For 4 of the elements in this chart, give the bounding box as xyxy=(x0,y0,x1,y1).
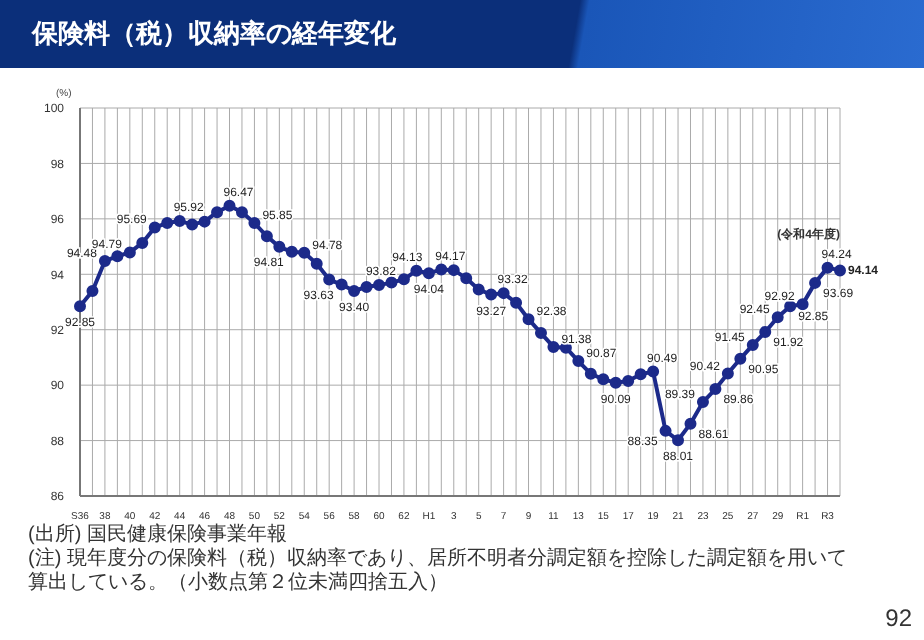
chart-title: 保険料（税）収納率の経年変化 xyxy=(0,0,924,68)
text: 92 xyxy=(885,604,912,632)
text: (出所) 国民健康保険事業年報 xyxy=(28,524,289,547)
text: (注) 現年度分の保険料（税）収納率であり、居所不明者分調定額を控除した調定額を用いて算出している。（小数点第２位未満四捨五入） xyxy=(28,548,848,596)
